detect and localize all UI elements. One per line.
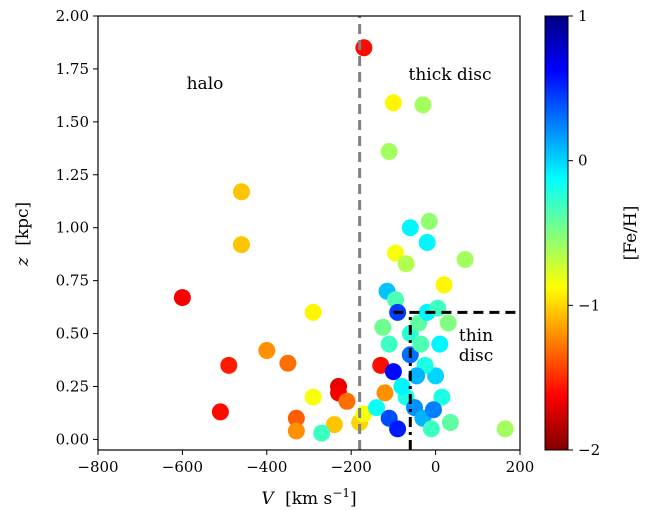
y-tick-label: 0.25	[56, 377, 89, 395]
x-axis-label-var: V	[261, 489, 275, 509]
colorbar-tick-label: −1	[578, 296, 600, 314]
data-point	[389, 420, 406, 437]
data-point	[258, 342, 275, 359]
data-point	[421, 213, 438, 230]
data-point	[440, 314, 457, 331]
data-point	[385, 363, 402, 380]
y-tick-label: 0.75	[56, 272, 89, 290]
x-axis-label: V [km s−1]	[261, 486, 356, 509]
y-tick-label: 1.25	[56, 166, 89, 184]
data-point	[425, 401, 442, 418]
data-point	[374, 319, 391, 336]
colorbar-label: [Fe/H]	[621, 206, 641, 261]
annotation-thick-disc: thick disc	[408, 65, 491, 85]
data-point	[423, 420, 440, 437]
data-point	[313, 425, 330, 442]
x-axis-ticks: −800 −600 −400 −200 0 200	[77, 450, 534, 476]
x-tick-label: 0	[431, 458, 441, 476]
data-point	[457, 251, 474, 268]
data-point	[497, 420, 514, 437]
x-axis-label-unit: [km s	[285, 489, 332, 509]
data-point	[419, 234, 436, 251]
data-point	[414, 96, 431, 113]
data-point	[393, 378, 410, 395]
x-tick-label: −200	[331, 458, 372, 476]
colorbar-gradient	[545, 16, 568, 450]
data-point	[402, 219, 419, 236]
data-point	[381, 336, 398, 353]
data-point	[233, 183, 250, 200]
y-axis-label-var: z	[13, 256, 33, 267]
x-axis-label-exp: −1	[332, 486, 350, 500]
data-point	[212, 403, 229, 420]
data-point	[381, 143, 398, 160]
data-points	[174, 39, 514, 441]
x-tick-label: −800	[77, 458, 118, 476]
colorbar-tick-label: 1	[578, 7, 588, 25]
data-point	[376, 384, 393, 401]
y-tick-label: 2.00	[56, 7, 89, 25]
x-axis-label-close: ]	[350, 489, 357, 509]
y-axis-ticks: 0.00 0.25 0.50 0.75 1.00 1.25 1.50 1.75 2.00	[56, 7, 98, 448]
data-point	[288, 422, 305, 439]
data-point	[305, 304, 322, 321]
annotation-disc: disc	[459, 346, 494, 366]
data-point	[385, 94, 402, 111]
x-tick-label: 200	[506, 458, 535, 476]
colorbar-ticks: 1 0 −1 −2	[568, 7, 600, 459]
data-point	[305, 389, 322, 406]
colorbar: 1 0 −1 −2 [Fe/H]	[545, 7, 641, 459]
y-tick-label: 1.00	[56, 219, 89, 237]
y-axis-label: z [kpc]	[13, 202, 33, 267]
y-tick-label: 1.50	[56, 113, 89, 131]
x-tick-label: −400	[246, 458, 287, 476]
data-point	[174, 289, 191, 306]
data-point	[436, 276, 453, 293]
y-tick-label: 1.75	[56, 60, 89, 78]
y-axis-label-unit: [kpc]	[13, 202, 33, 246]
y-tick-label: 0.00	[56, 430, 89, 448]
data-point	[338, 393, 355, 410]
annotation-halo: halo	[187, 74, 224, 94]
colorbar-tick-label: 0	[578, 152, 588, 170]
data-point	[442, 414, 459, 431]
data-point	[233, 236, 250, 253]
data-point	[220, 357, 237, 374]
annotation-thin: thin	[459, 326, 493, 346]
colorbar-tick-label: −2	[578, 441, 600, 459]
x-tick-label: −600	[162, 458, 203, 476]
data-point	[431, 336, 448, 353]
data-point	[279, 355, 296, 372]
data-point	[398, 255, 415, 272]
y-tick-label: 0.50	[56, 325, 89, 343]
data-point	[412, 336, 429, 353]
data-point	[355, 39, 372, 56]
data-point	[429, 300, 446, 317]
